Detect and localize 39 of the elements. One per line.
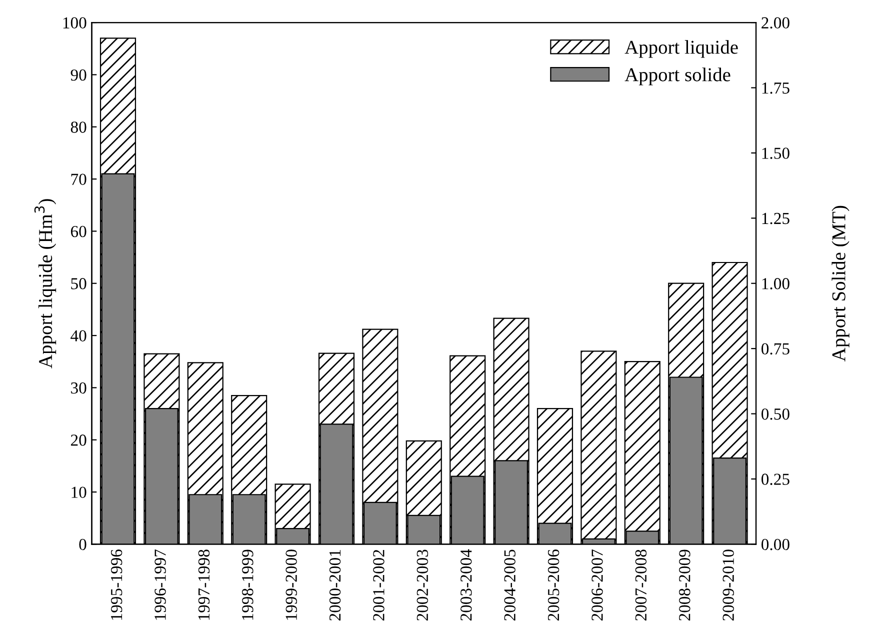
y2-tick-label: 2.00 [762,17,790,29]
y2-tick-label: 0.00 [762,538,790,550]
y2-tick-label: 1.50 [762,148,790,159]
y2-axis-title: Apport Solide (MT) [832,206,850,362]
legend-label: Apport liquide [624,40,738,58]
y-tick-label: 0 [79,538,86,550]
x-tick-label: 1995-1996 [110,550,122,620]
y-tick-label: 40 [70,330,86,342]
x-tick-label: 2008-2009 [679,550,690,621]
y-tick-label: 70 [71,174,86,185]
x-tick-label: 2001-2002 [373,550,384,621]
y-tick-label: 10 [72,486,86,498]
x-tick-label: 2007-2008 [635,550,647,621]
y2-tick-label: 1.75 [762,82,790,94]
x-tick-label: 1999-2000 [286,550,297,620]
x-tick-label: 1997-1998 [198,550,210,620]
x-tick-label: 1996-1997 [154,550,166,620]
y2-tick-label: 0.25 [762,474,790,485]
y2-tick-label: 0.50 [762,408,790,420]
y-tick-label: 80 [70,122,86,133]
y-tick-label: 30 [71,382,86,394]
x-tick-label: 2003-2004 [460,549,472,621]
x-tick-label: 2005-2006 [548,550,560,621]
y2-tick-label: 1.00 [762,278,790,290]
y2-tick-label: 0.75 [762,343,790,355]
legend-label: Apport solide [624,68,730,86]
y-tick-label: 60 [70,226,86,238]
y-tick-label: 20 [70,434,86,446]
x-tick-label: 2002-2003 [416,550,428,621]
y-tick-label: 50 [71,278,86,290]
y-axis-title: Apport liquide (Hm$^{3}$) [34,199,56,368]
x-tick-label: 2004-2005 [504,550,516,621]
x-tick-label: 2006-2007 [592,550,603,621]
y-tick-label: 100 [63,17,86,28]
x-tick-label: 2000-2001 [329,550,341,621]
x-tick-label: 2009-2010 [722,550,734,621]
y2-tick-label: 1.25 [762,212,790,224]
x-tick-label: 1998-1999 [242,550,254,620]
y-tick-label: 90 [70,69,86,81]
